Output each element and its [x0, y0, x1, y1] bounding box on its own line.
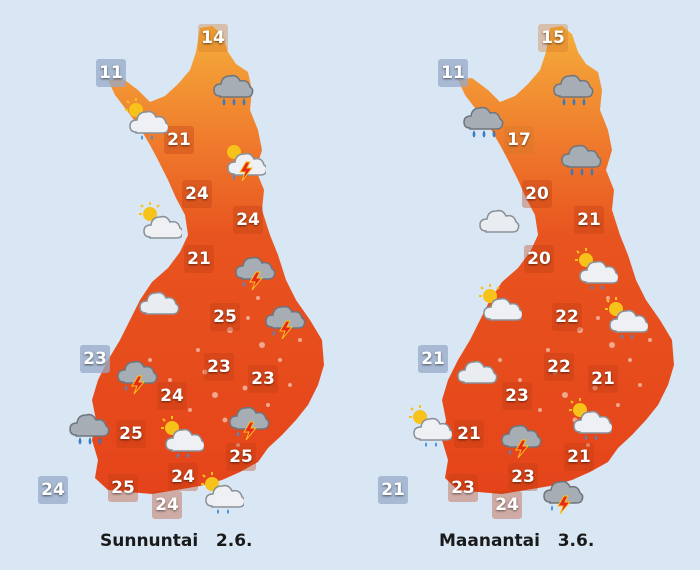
temp-label: 21: [564, 443, 594, 471]
rain-cloud-icon: [210, 66, 256, 108]
thunderstorm-icon: [226, 398, 272, 440]
temp-label: 24: [152, 491, 182, 519]
temp-label: 24: [38, 476, 68, 504]
rain-cloud-icon: [550, 66, 596, 108]
temp-label: 20: [524, 245, 554, 273]
thunderstorm-icon: [232, 248, 278, 290]
temp-label: 21: [184, 245, 214, 273]
day-label-sunday: Sunnuntai 2.6.: [100, 531, 253, 551]
temp-label: 24: [157, 382, 187, 410]
cloud-icon: [476, 201, 522, 243]
thunderstorm-icon: [540, 472, 586, 514]
temp-label: 23: [80, 345, 110, 373]
partly-cloudy-rain-icon: [572, 248, 618, 290]
day-label-monday: Maanantai 3.6.: [439, 531, 595, 551]
partly-cloudy-rain-icon: [602, 297, 648, 339]
thunderstorm-sun-icon: [220, 140, 266, 182]
temp-label: 23: [508, 463, 538, 491]
cloud-icon: [136, 283, 182, 325]
thunderstorm-icon: [498, 416, 544, 458]
temp-label: 21: [418, 345, 448, 373]
cloud-icon: [454, 352, 500, 394]
temp-label: 21: [574, 206, 604, 234]
temp-label: 22: [544, 353, 574, 381]
temp-label: 17: [504, 126, 534, 154]
temp-label: 21: [378, 476, 408, 504]
thunderstorm-icon: [262, 297, 308, 339]
temp-label: 23: [204, 353, 234, 381]
temp-label: 24: [492, 491, 522, 519]
rain-cloud-icon: [460, 98, 506, 140]
temp-label: 20: [522, 180, 552, 208]
temp-label: 23: [448, 474, 478, 502]
temp-label: 24: [182, 180, 212, 208]
partly-cloudy-rain-icon: [122, 98, 168, 140]
partly-cloudy-rain-icon: [198, 472, 244, 514]
temp-label: 14: [198, 24, 228, 52]
partly-cloudy-icon: [476, 283, 522, 325]
partly-cloudy-icon: [136, 201, 182, 243]
temp-label: 21: [588, 365, 618, 393]
temp-label: 11: [96, 59, 126, 87]
temp-label: 25: [226, 443, 256, 471]
thunderstorm-icon: [114, 352, 160, 394]
temp-label: 22: [552, 303, 582, 331]
temp-label: 25: [210, 303, 240, 331]
temp-label: 24: [233, 206, 263, 234]
rain-cloud-icon: [66, 405, 112, 447]
temp-label: 23: [502, 382, 532, 410]
rain-cloud-icon: [558, 136, 604, 178]
temp-label: 23: [248, 365, 278, 393]
temp-label: 21: [164, 126, 194, 154]
temp-label: 15: [538, 24, 568, 52]
partly-cloudy-rain-icon: [158, 416, 204, 458]
temp-label: 25: [116, 420, 146, 448]
temp-label: 11: [438, 59, 468, 87]
temp-label: 24: [168, 463, 198, 491]
temp-label: 21: [454, 420, 484, 448]
temp-label: 25: [108, 474, 138, 502]
partly-cloudy-rain-icon: [406, 405, 452, 447]
partly-cloudy-rain-icon: [566, 398, 612, 440]
